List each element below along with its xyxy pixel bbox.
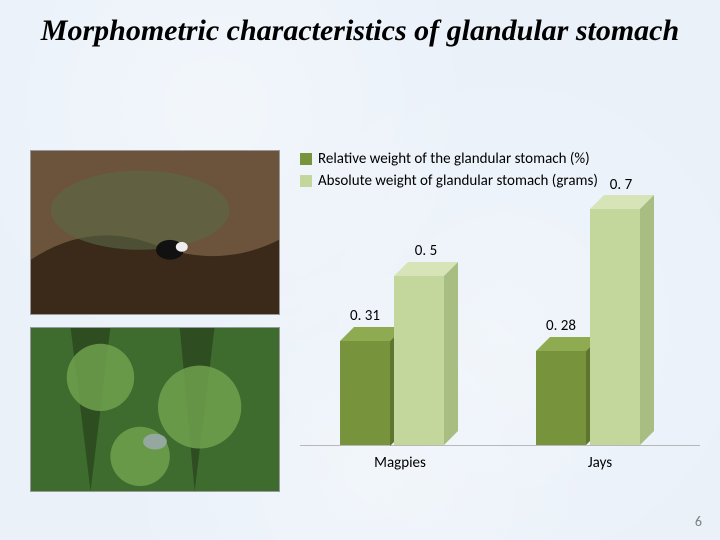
chart-plot: 0. 5 0. 31 0. 28 [300,196,700,446]
value-label: 0. 28 [531,317,591,335]
value-label: 0. 7 [591,176,651,194]
legend-label: Absolute weight of glandular stomach (gr… [318,172,598,190]
bar [590,195,654,445]
category-label: Jays [500,454,700,472]
page-title: Morphometric characteristics of glandula… [0,0,720,47]
legend-swatch-icon [300,175,312,187]
value-label: 0. 31 [335,307,395,325]
chart: Relative weight of the glandular stomach… [300,150,700,510]
photo-column [30,150,280,504]
legend-item-series1: Relative weight of the glandular stomach… [300,150,700,168]
category-axis: Magpies Jays [300,454,700,472]
magpie-photo [30,150,280,315]
legend-label: Relative weight of the glandular stomach… [318,150,590,168]
category-label: Magpies [300,454,500,472]
value-label: 0. 5 [396,242,456,260]
slide-number: 6 [695,513,702,530]
bar [394,262,458,445]
legend-swatch-icon [300,153,312,165]
jay-photo [30,327,280,492]
